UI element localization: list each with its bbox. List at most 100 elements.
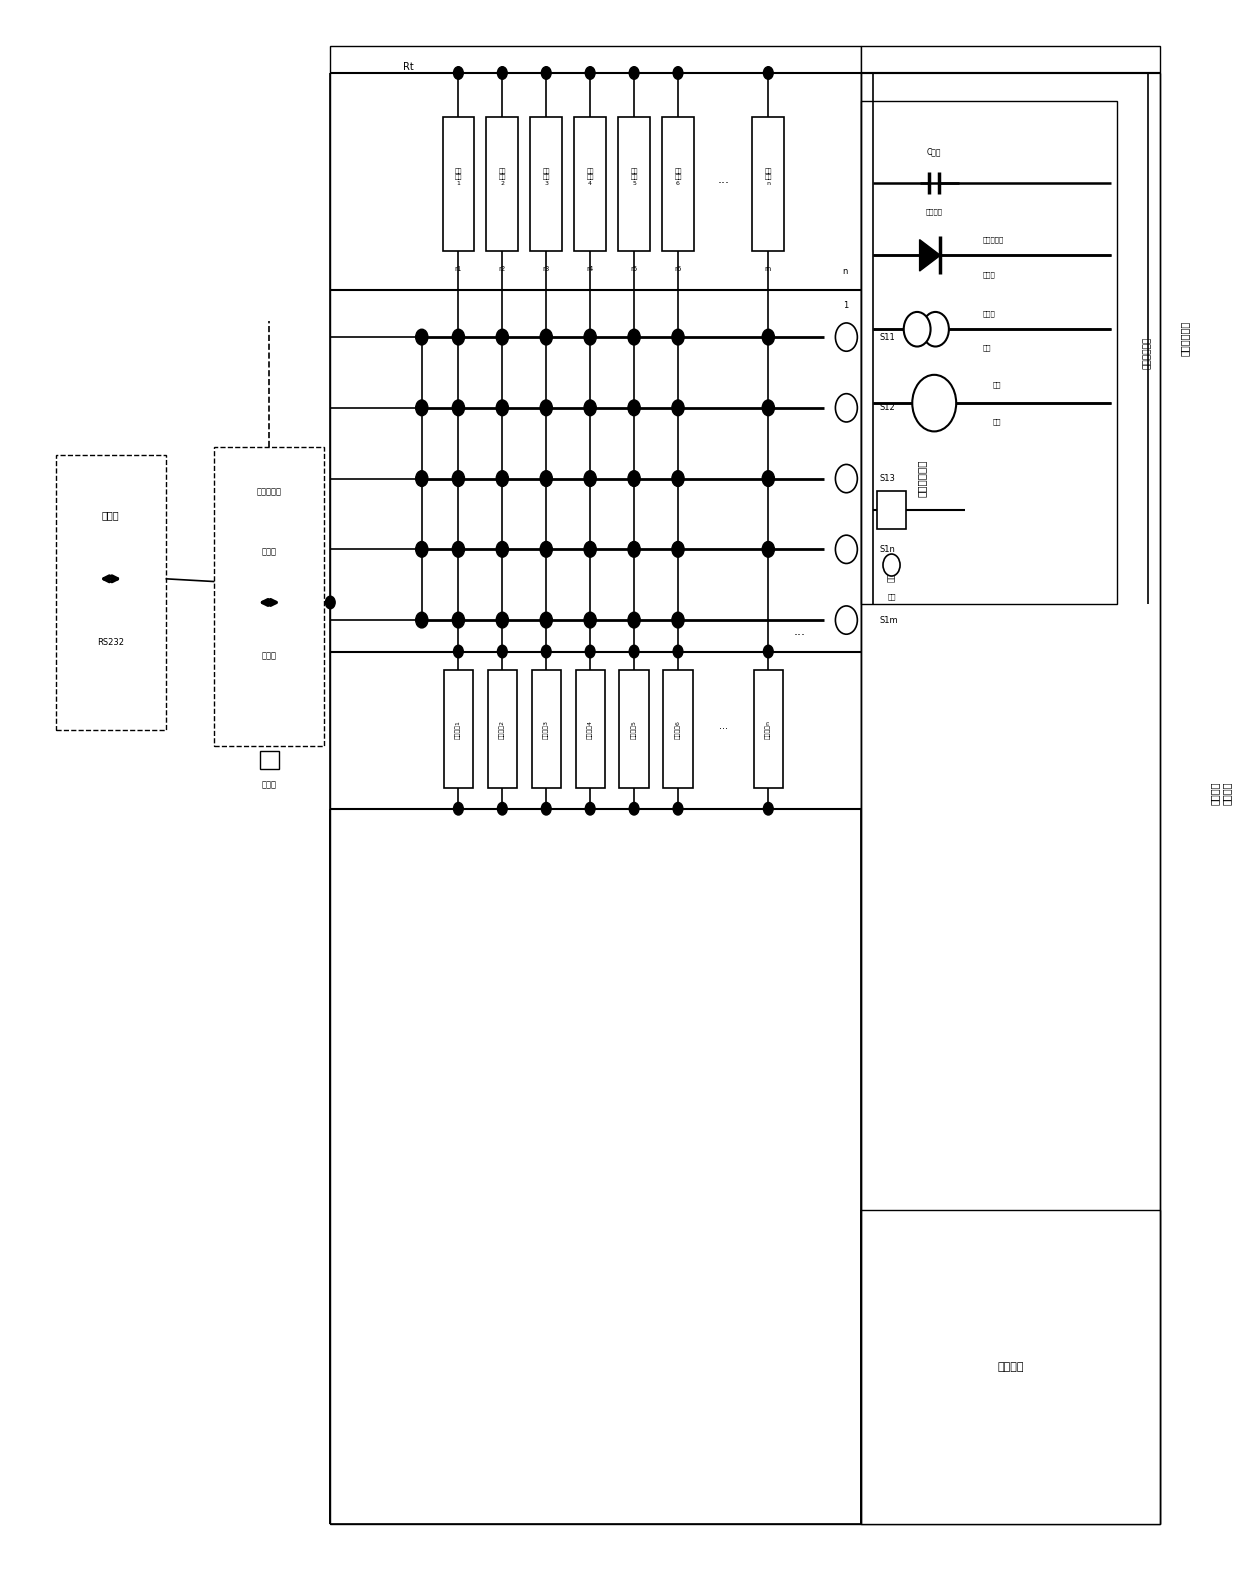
Bar — [574, 117, 606, 251]
Circle shape — [764, 803, 774, 815]
Circle shape — [415, 612, 428, 628]
Text: M: M — [930, 398, 939, 408]
Circle shape — [453, 612, 465, 628]
Circle shape — [496, 541, 508, 557]
Circle shape — [883, 554, 900, 576]
Text: 开关: 开关 — [888, 593, 895, 600]
Text: 滤波电容: 滤波电容 — [926, 208, 942, 214]
Bar — [486, 117, 518, 251]
Text: 电机: 电机 — [993, 381, 1001, 387]
Bar — [443, 117, 474, 251]
Text: ···: ··· — [719, 725, 728, 734]
Text: 多路电阻
测量系统: 多路电阻 测量系统 — [1210, 782, 1231, 804]
Circle shape — [672, 330, 684, 344]
Circle shape — [764, 646, 774, 658]
Circle shape — [496, 400, 508, 416]
Text: rn: rn — [765, 266, 773, 273]
Bar — [487, 671, 517, 788]
Circle shape — [629, 803, 639, 815]
Circle shape — [673, 646, 683, 658]
Circle shape — [415, 471, 428, 487]
Text: 控制器: 控制器 — [262, 652, 277, 661]
Bar — [444, 671, 472, 788]
Bar — [754, 671, 782, 788]
Circle shape — [542, 803, 551, 815]
Bar — [877, 492, 906, 528]
Text: 变压器: 变压器 — [983, 311, 996, 317]
Circle shape — [913, 374, 956, 431]
Circle shape — [763, 400, 775, 416]
Circle shape — [764, 67, 774, 79]
Text: S12: S12 — [879, 403, 895, 412]
Text: 测量
电阻
5: 测量 电阻 5 — [630, 168, 637, 186]
Circle shape — [454, 67, 464, 79]
Circle shape — [453, 400, 465, 416]
Text: 限流电阻: 限流电阻 — [887, 563, 897, 582]
Circle shape — [496, 471, 508, 487]
Text: 输入端: 输入端 — [262, 780, 277, 790]
Text: 稳压二极管: 稳压二极管 — [983, 236, 1004, 243]
Circle shape — [763, 330, 775, 344]
Circle shape — [541, 330, 552, 344]
Text: 测量
电阻
1: 测量 电阻 1 — [455, 168, 463, 186]
Bar — [663, 671, 693, 788]
Text: 1: 1 — [843, 301, 848, 311]
Text: r1: r1 — [455, 266, 463, 273]
Circle shape — [453, 471, 465, 487]
Circle shape — [585, 67, 595, 79]
Text: 触发发生器: 触发发生器 — [257, 487, 281, 496]
Text: 测量
电阻
6: 测量 电阻 6 — [675, 168, 682, 186]
Bar — [619, 117, 650, 251]
Circle shape — [453, 330, 465, 344]
Circle shape — [542, 646, 551, 658]
Text: 测量
电阻
3: 测量 电阻 3 — [542, 168, 551, 186]
Circle shape — [541, 612, 552, 628]
Circle shape — [496, 612, 508, 628]
Circle shape — [763, 471, 775, 487]
Circle shape — [454, 646, 464, 658]
Text: r5: r5 — [630, 266, 637, 273]
Text: S1m: S1m — [879, 615, 898, 625]
Circle shape — [627, 330, 640, 344]
Circle shape — [496, 330, 508, 344]
Text: 稳压保护电路: 稳压保护电路 — [1179, 320, 1189, 357]
Circle shape — [541, 541, 552, 557]
Circle shape — [673, 67, 683, 79]
Bar — [330, 46, 861, 1524]
Circle shape — [584, 400, 596, 416]
Circle shape — [627, 612, 640, 628]
Circle shape — [415, 330, 428, 344]
Circle shape — [672, 541, 684, 557]
Circle shape — [584, 612, 596, 628]
Circle shape — [904, 312, 930, 346]
Circle shape — [415, 400, 428, 416]
Bar — [662, 117, 694, 251]
Circle shape — [541, 471, 552, 487]
Circle shape — [673, 803, 683, 815]
Text: 限流电阻5: 限流电阻5 — [631, 720, 637, 739]
Bar — [861, 102, 1117, 604]
Text: 测量
电阻
n: 测量 电阻 n — [765, 168, 773, 186]
Text: 限流电阻1: 限流电阻1 — [455, 720, 461, 739]
Bar — [532, 671, 560, 788]
Circle shape — [585, 803, 595, 815]
Bar — [259, 750, 279, 769]
Circle shape — [453, 541, 465, 557]
Circle shape — [454, 803, 464, 815]
Circle shape — [584, 330, 596, 344]
Bar — [620, 671, 649, 788]
Text: 变压: 变压 — [983, 344, 992, 352]
Bar — [861, 46, 1159, 1524]
Text: RS232: RS232 — [97, 638, 124, 647]
Text: 上位机: 上位机 — [102, 511, 119, 520]
Circle shape — [672, 471, 684, 487]
Circle shape — [584, 541, 596, 557]
Circle shape — [627, 471, 640, 487]
Text: C滤波: C滤波 — [928, 147, 941, 155]
Circle shape — [415, 541, 428, 557]
Circle shape — [627, 541, 640, 557]
Text: S1n: S1n — [879, 546, 895, 554]
Circle shape — [585, 646, 595, 658]
Text: n: n — [843, 266, 848, 276]
Text: 交流电源: 交流电源 — [997, 1362, 1024, 1372]
